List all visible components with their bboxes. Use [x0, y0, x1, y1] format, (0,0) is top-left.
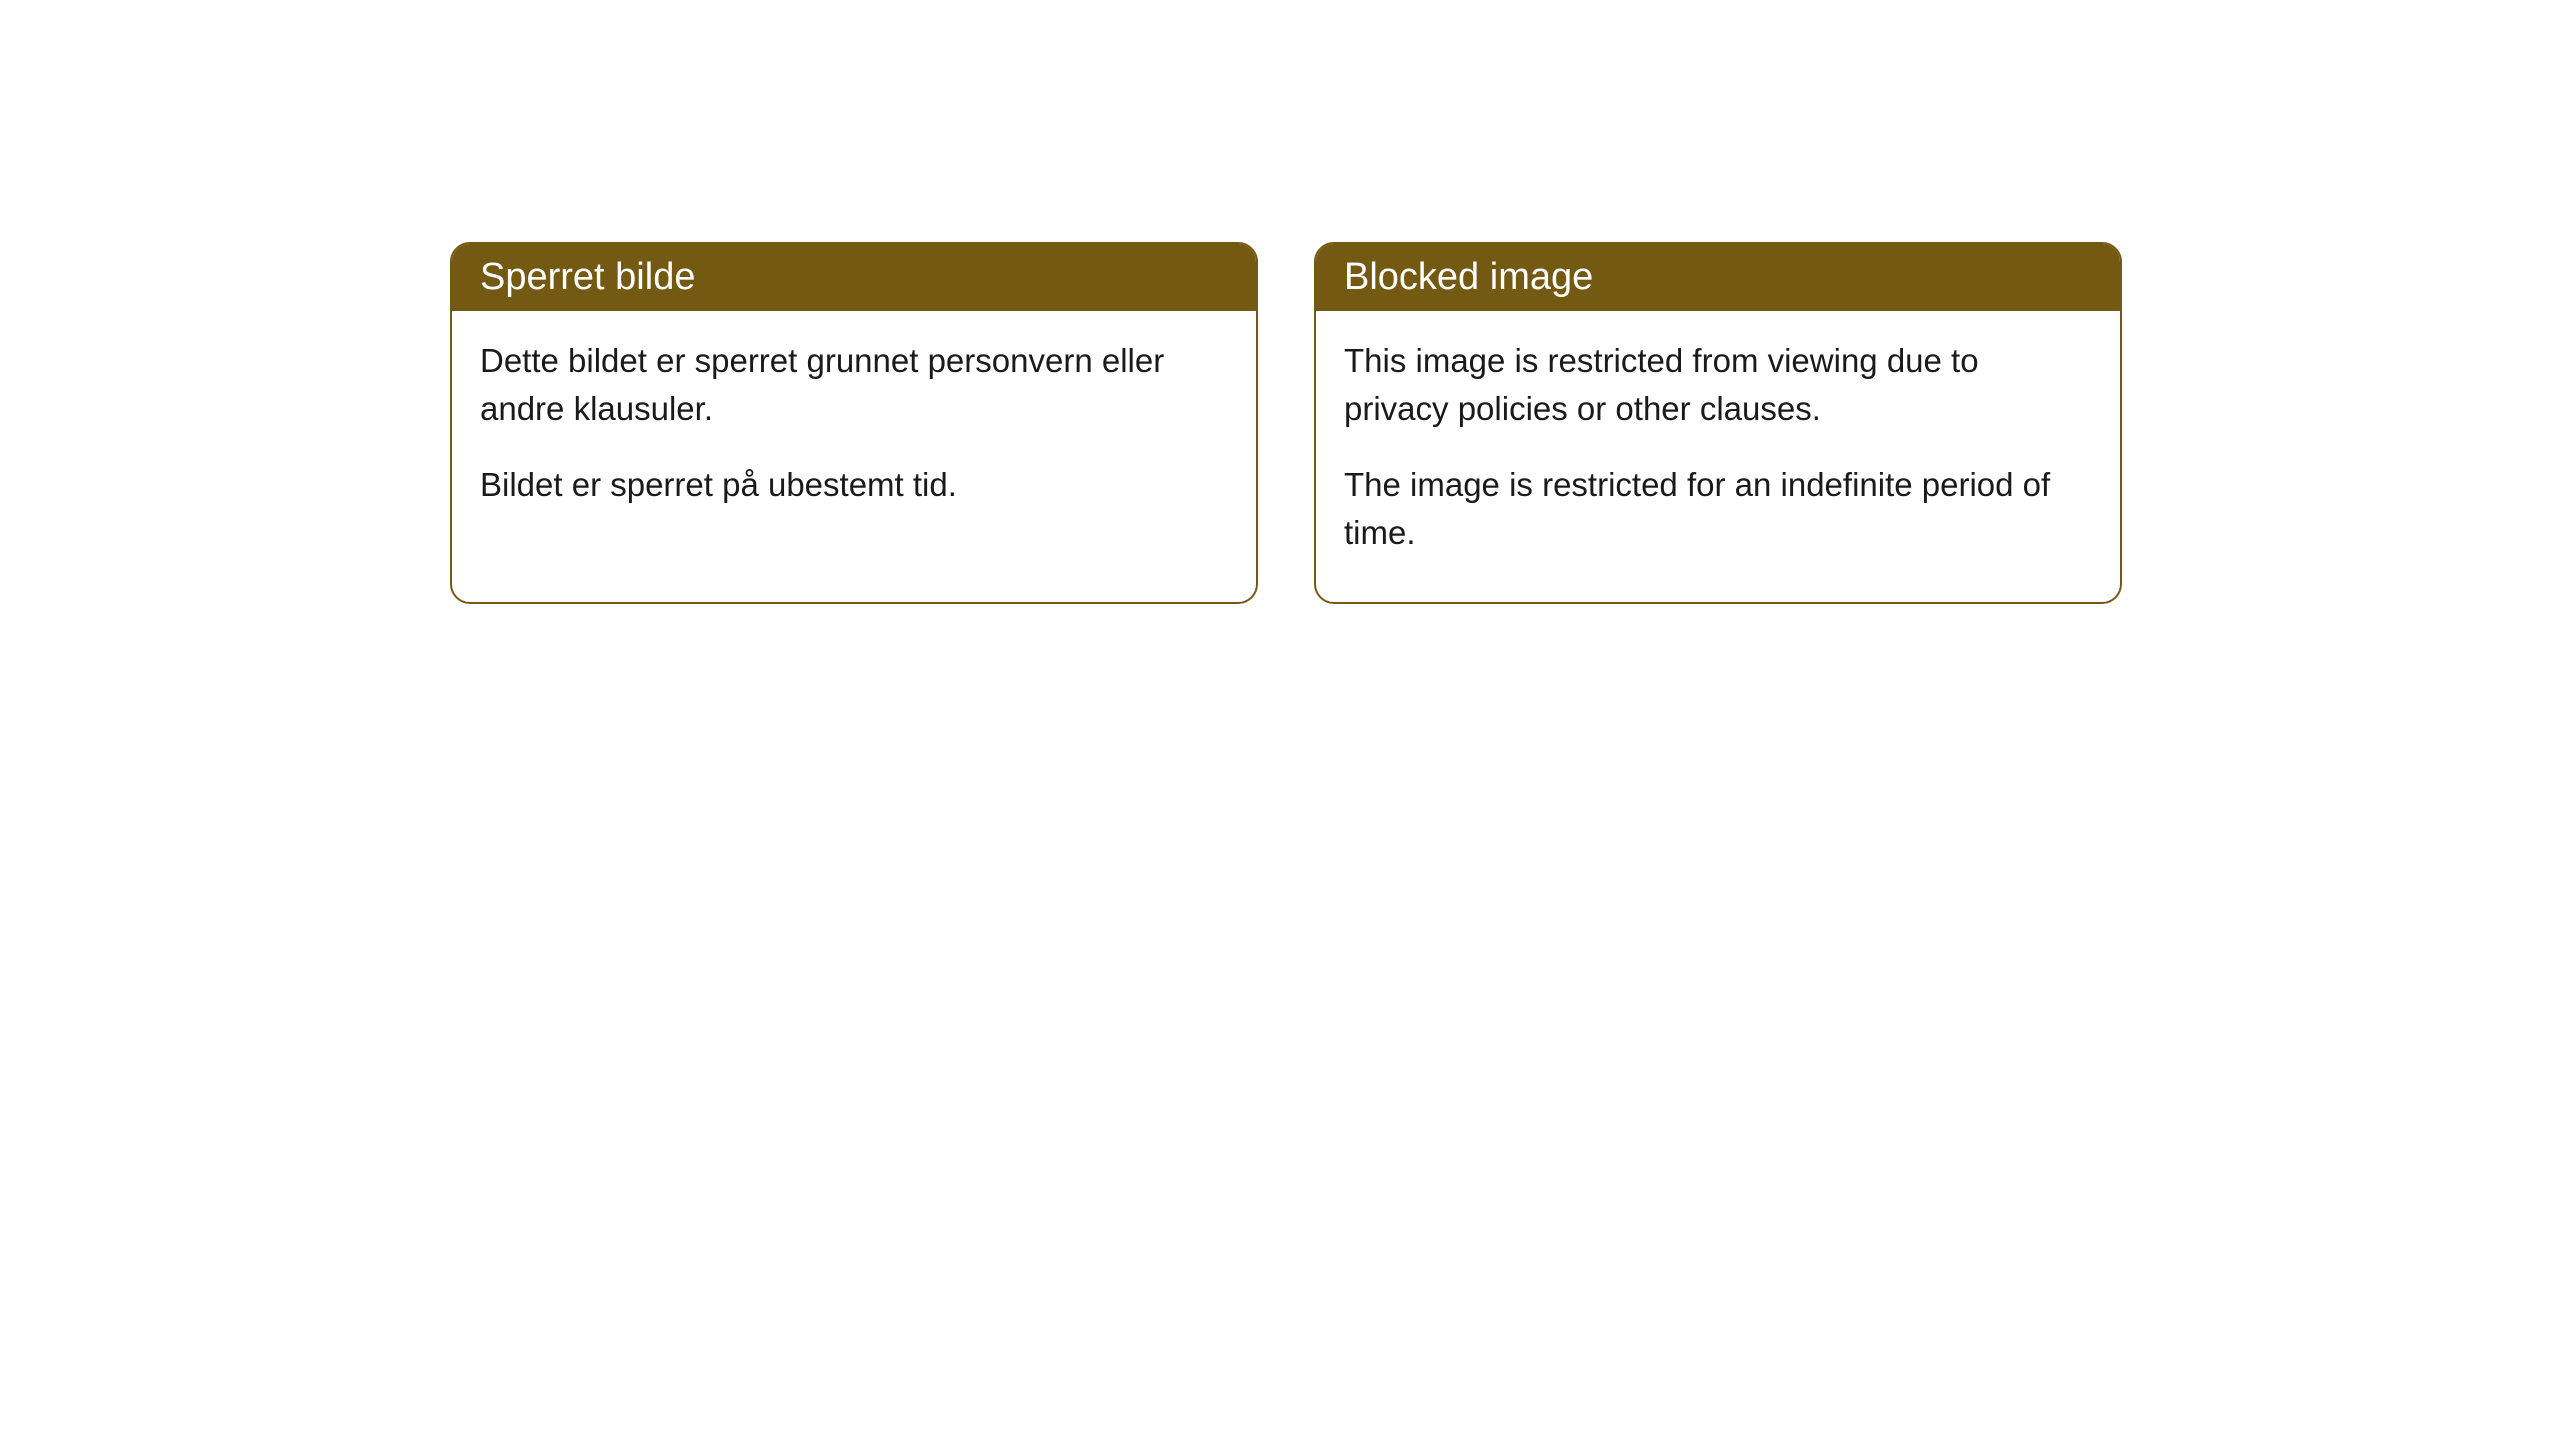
card-paragraph: Dette bildet er sperret grunnet personve… [480, 337, 1228, 433]
card-title: Sperret bilde [480, 256, 695, 298]
blocked-image-card-norwegian: Sperret bilde Dette bildet er sperret gr… [450, 242, 1258, 604]
card-body: This image is restricted from viewing du… [1316, 311, 2120, 602]
card-header: Sperret bilde [452, 244, 1256, 311]
card-header: Blocked image [1316, 244, 2120, 311]
card-paragraph: This image is restricted from viewing du… [1344, 337, 2092, 433]
card-body: Dette bildet er sperret grunnet personve… [452, 311, 1256, 555]
blocked-image-card-english: Blocked image This image is restricted f… [1314, 242, 2122, 604]
card-paragraph: Bildet er sperret på ubestemt tid. [480, 461, 1228, 509]
notice-cards-container: Sperret bilde Dette bildet er sperret gr… [450, 242, 2122, 604]
card-paragraph: The image is restricted for an indefinit… [1344, 461, 2092, 557]
card-title: Blocked image [1344, 256, 1593, 298]
